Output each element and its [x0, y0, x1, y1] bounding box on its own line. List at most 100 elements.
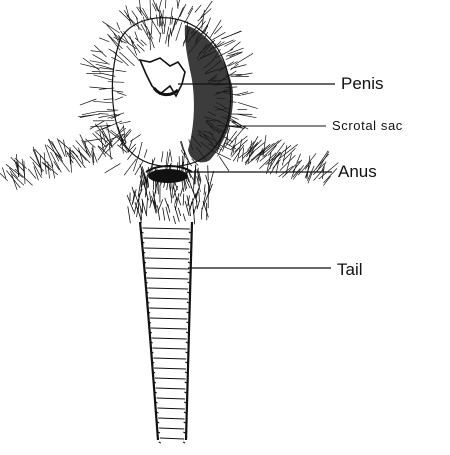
fur-stroke: [126, 5, 132, 25]
fur-stroke: [173, 19, 176, 30]
fur-stroke: [214, 26, 222, 34]
fur-stroke: [239, 144, 258, 158]
tail-ring: [157, 398, 186, 399]
fur-stroke: [146, 198, 147, 215]
fur-stroke: [282, 161, 299, 178]
tail-ring: [159, 428, 184, 429]
label-tail: Tail: [337, 261, 363, 278]
tail-right-edge: [186, 222, 192, 440]
fur-stroke: [186, 352, 188, 353]
fur-stroke: [188, 252, 190, 253]
fur-stroke: [324, 168, 338, 183]
fur-stroke: [178, 198, 181, 206]
fur-stroke: [190, 202, 192, 211]
fur-stroke: [80, 99, 97, 105]
fur-stroke: [90, 121, 105, 130]
fur-stroke: [189, 242, 191, 243]
fur-stroke: [186, 342, 188, 343]
fur-stroke: [188, 262, 190, 263]
fur-stroke: [94, 75, 114, 81]
fur-stroke: [117, 93, 126, 96]
fur-stroke: [188, 272, 190, 273]
fur-stroke: [152, 4, 156, 12]
tail-ring: [160, 438, 184, 439]
fur-stroke: [127, 46, 140, 61]
fur-stroke: [183, 214, 185, 222]
fur-stroke: [158, 199, 163, 211]
fur-stroke: [78, 148, 83, 164]
fur-stroke: [185, 362, 187, 363]
tail-ring: [144, 248, 189, 249]
tail-ring: [148, 298, 188, 299]
fur-stroke: [150, 32, 151, 50]
fur-stroke: [144, 149, 147, 158]
tail-ring: [158, 418, 184, 419]
fur-stroke: [231, 65, 246, 69]
fur-stroke: [111, 57, 122, 63]
fur-stroke: [188, 282, 190, 283]
fur-stroke: [78, 114, 100, 117]
fur-stroke: [107, 110, 119, 111]
fur-stroke: [204, 184, 205, 194]
fur-stroke: [203, 201, 208, 217]
fur-stroke: [44, 152, 46, 174]
fur-stroke: [184, 422, 186, 423]
fur-stroke: [159, 442, 161, 443]
tail-ring: [157, 408, 185, 409]
fur-stroke: [168, 204, 170, 213]
fur-stroke: [201, 208, 202, 220]
fur-stroke: [180, 187, 183, 196]
fur-stroke: [28, 169, 36, 179]
fur-stroke: [230, 42, 240, 50]
fur-stroke: [112, 91, 123, 93]
fur-stroke: [184, 412, 186, 413]
tail-ring: [145, 258, 189, 259]
label-scrotal-sac: Scrotal sac: [332, 119, 403, 132]
fur-stroke: [109, 49, 116, 53]
fur-stroke: [183, 432, 185, 433]
fur-stroke: [161, 151, 163, 162]
fur-stroke: [180, 4, 186, 17]
fur-stroke: [229, 126, 246, 145]
fur-stroke: [187, 312, 189, 313]
fur-stroke: [128, 206, 131, 223]
fur-stroke: [132, 41, 141, 53]
tail-ring: [143, 228, 190, 229]
fur-stroke: [138, 142, 142, 159]
fur-stroke: [187, 292, 189, 293]
fur-stroke: [115, 97, 123, 100]
fur-stroke: [72, 150, 85, 168]
fur-stroke: [6, 164, 23, 177]
fur-stroke: [117, 22, 120, 30]
fur-stroke: [194, 206, 196, 214]
fur-stroke: [185, 382, 187, 383]
fur-stroke: [165, 198, 169, 207]
fur-stroke: [194, 177, 195, 189]
fur-stroke: [259, 153, 276, 169]
fur-stroke: [90, 87, 107, 89]
tail-ring: [154, 368, 186, 369]
fur-stroke: [219, 157, 229, 172]
fur-stroke: [208, 165, 209, 180]
tail-ring: [155, 378, 186, 379]
fur-stroke: [55, 152, 70, 172]
fur-stroke: [100, 111, 116, 112]
fur-stroke: [178, 0, 182, 8]
fur-stroke: [189, 232, 191, 233]
tail-ring: [150, 318, 188, 319]
fur-stroke: [135, 38, 144, 46]
anus-shape: [148, 169, 188, 183]
fur-stroke: [40, 155, 41, 176]
fur-stroke: [120, 121, 131, 123]
fur-stroke: [11, 171, 18, 190]
fur-stroke: [99, 114, 109, 115]
fur-stroke: [105, 163, 121, 173]
fur-stroke: [171, 182, 173, 203]
fur-stroke: [202, 10, 205, 29]
label-penis: Penis: [341, 75, 384, 92]
fur-stroke: [119, 52, 134, 66]
tail-left-edge: [140, 222, 158, 440]
fur-stroke: [178, 208, 181, 216]
fur-stroke: [323, 176, 330, 185]
